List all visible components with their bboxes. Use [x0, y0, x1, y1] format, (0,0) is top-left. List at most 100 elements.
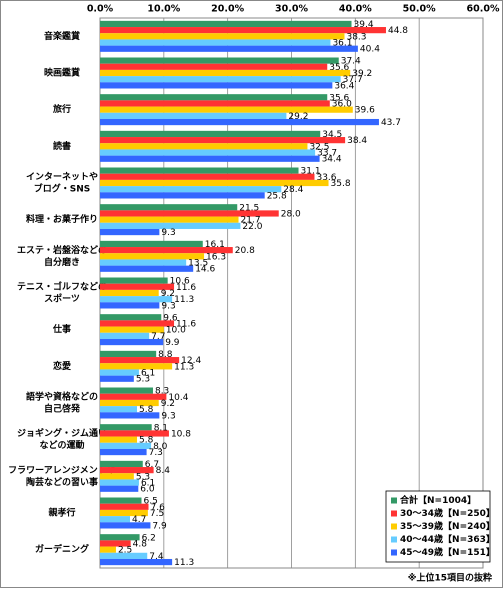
value-label: 6.1: [141, 479, 155, 489]
value-label: 7.3: [149, 448, 163, 458]
x-tick-label: 50.0%: [403, 4, 436, 15]
y-tick-label: ガーデニング: [35, 543, 89, 555]
bar: [100, 412, 160, 419]
value-label: 14.6: [195, 265, 215, 275]
value-label: 7.7: [151, 332, 165, 342]
bar: [100, 277, 168, 284]
bar: [100, 39, 331, 46]
value-label: 43.7: [381, 118, 401, 128]
legend-label: 40～44歳【N=363】: [400, 533, 495, 545]
value-label: 6.5: [143, 497, 157, 507]
bar: [100, 393, 167, 400]
bar: [100, 259, 187, 266]
value-label: 11.3: [174, 362, 194, 372]
bar: [100, 289, 159, 297]
bar: [100, 130, 321, 138]
y-tick-label: 仕事: [52, 323, 71, 335]
value-label: 35.8: [331, 179, 351, 189]
value-label: 9.2: [161, 399, 175, 409]
value-label: 8.3: [155, 387, 169, 397]
bar: [100, 204, 238, 211]
value-label: 34.4: [322, 155, 342, 165]
value-label: 10.8: [171, 429, 191, 439]
bar: [100, 216, 239, 223]
bar: [100, 82, 333, 89]
value-label: 8.8: [158, 350, 173, 360]
bar: [100, 479, 139, 486]
bar: [100, 485, 139, 492]
value-label: 11.6: [176, 283, 196, 293]
value-label: 22.0: [242, 222, 262, 232]
y-tick-label: インターネットや: [26, 171, 98, 183]
bar: [100, 192, 265, 199]
value-label: 29.2: [288, 112, 308, 122]
value-label: 6.2: [142, 533, 156, 543]
bar: [100, 332, 150, 339]
value-label: 6.1: [141, 369, 155, 379]
y-tick-label: 語学や資格などの: [26, 391, 98, 403]
value-label: 5.8: [139, 405, 154, 415]
value-label: 8.1: [154, 423, 168, 433]
value-label: 6.0: [140, 485, 155, 495]
value-label: 35.6: [329, 63, 349, 73]
bar: [100, 326, 164, 333]
bar: [100, 320, 175, 327]
value-label: 32.5: [309, 142, 329, 152]
value-label: 20.8: [235, 246, 255, 256]
value-label: 34.5: [322, 130, 342, 140]
value-label: 33.7: [317, 149, 337, 159]
value-label: 10.6: [170, 277, 190, 287]
value-label: 44.8: [388, 26, 408, 36]
bar: [100, 350, 157, 358]
value-label: 8.4: [156, 466, 171, 476]
bar: [100, 265, 194, 272]
value-label: 36.0: [332, 99, 352, 109]
y-tick-label: などの運動: [39, 439, 84, 451]
bar: [100, 179, 329, 187]
y-tick-label: 自己啓発: [44, 403, 81, 415]
y-tick-label: 自分磨き: [44, 256, 80, 268]
value-label: 6.7: [145, 460, 159, 470]
bar: [100, 430, 169, 437]
bar: [100, 552, 148, 559]
bar: [100, 302, 160, 309]
value-label: 33.6: [316, 173, 336, 183]
value-label: 9.3: [161, 301, 175, 311]
bar: [100, 436, 138, 443]
value-label: 36.1: [332, 39, 352, 49]
legend-box: [385, 490, 491, 563]
bar: [100, 522, 151, 529]
value-label: 40.4: [360, 45, 380, 55]
value-label: 21.7: [241, 216, 261, 226]
bar: [100, 94, 328, 101]
bar: [100, 155, 320, 162]
value-label: 9.3: [161, 411, 175, 421]
bar: [100, 283, 175, 290]
bar: [100, 363, 173, 370]
value-label: 9.3: [161, 228, 175, 238]
value-label: 7.4: [149, 552, 164, 562]
value-label: 5.3: [136, 472, 150, 482]
y-tick-label: ブログ・SNS: [34, 183, 91, 195]
value-label: 10.4: [168, 393, 188, 403]
y-tick-label: 陶芸などの習い事: [26, 476, 98, 488]
bar: [100, 173, 315, 180]
bar: [100, 222, 241, 229]
y-tick-label: 親孝行: [48, 507, 75, 519]
y-tick-label: スポーツ: [44, 293, 80, 305]
note: ※上位15項目の抜粋: [408, 572, 492, 584]
bar: [100, 106, 353, 113]
bar: [100, 442, 152, 449]
legend-swatch: [391, 549, 397, 556]
value-label: 9.9: [165, 338, 180, 348]
bar: [100, 460, 143, 468]
legend-label: 30～34歳【N=250】: [400, 507, 495, 519]
value-label: 11.3: [174, 295, 194, 305]
bar: [100, 186, 282, 193]
bar: [100, 357, 180, 364]
bar: [100, 57, 339, 64]
legend-label: 45～49歳【N=151】: [400, 546, 495, 558]
bar: [100, 167, 299, 174]
